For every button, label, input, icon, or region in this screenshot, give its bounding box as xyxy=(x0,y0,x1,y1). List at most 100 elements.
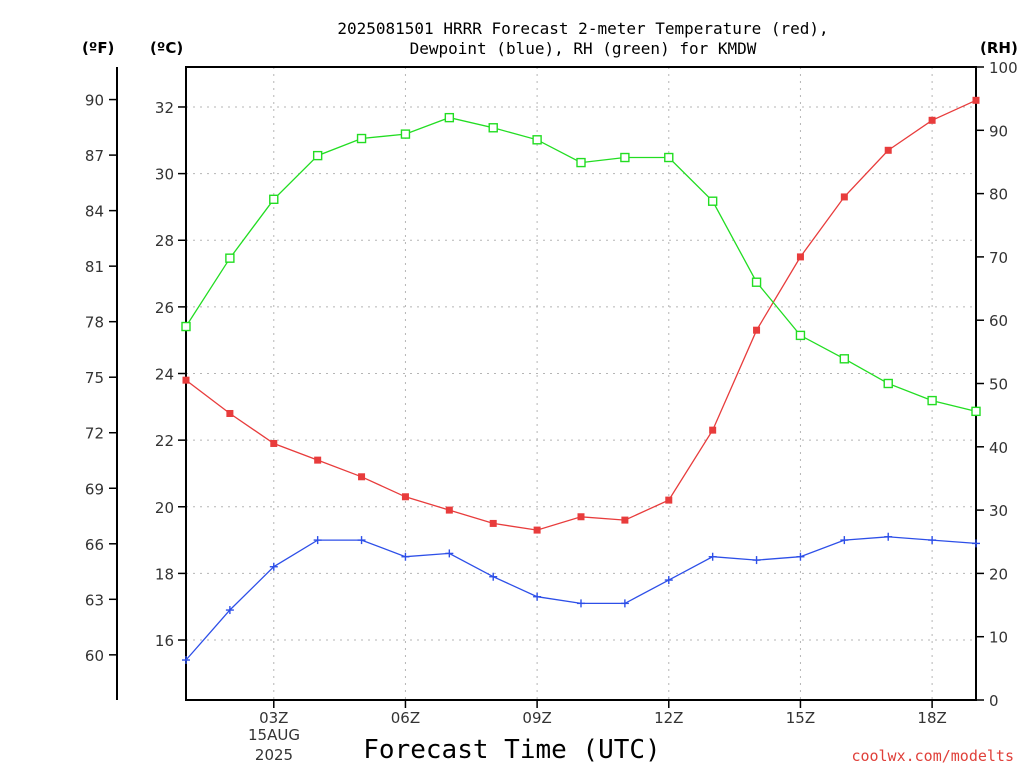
rh-point xyxy=(312,150,323,161)
celsius-axis: 16 18 20 22 24 26 28 30 32 xyxy=(155,99,186,650)
fahrenheit-tick-label: 87 xyxy=(85,147,104,165)
rh-series xyxy=(181,112,981,417)
celsius-tick-label: 16 xyxy=(155,632,174,650)
celsius-tick-label: 32 xyxy=(155,99,174,117)
temperature-point xyxy=(665,496,673,504)
rh-axis: 0 10 20 30 40 50 60 70 80 90 100 xyxy=(976,59,1018,710)
dewpoint-point xyxy=(664,576,673,585)
chart-title-line-2: Dewpoint (blue), RH (green) for KMDW xyxy=(410,39,757,58)
dewpoint-point xyxy=(884,532,893,541)
x-tick-label: 09Z xyxy=(522,709,551,727)
temperature-point xyxy=(314,456,322,464)
x-axis-label: Forecast Time (UTC) xyxy=(363,735,660,765)
rh-tick-label: 50 xyxy=(989,376,1008,394)
fahrenheit-tick-label: 78 xyxy=(85,314,104,332)
dewpoint-point xyxy=(225,606,234,615)
celsius-tick-label: 26 xyxy=(155,299,174,317)
fahrenheit-unit-label: (ºF) xyxy=(82,39,114,57)
rh-tick-label: 80 xyxy=(989,186,1008,204)
celsius-unit-label: (ºC) xyxy=(150,39,183,57)
fahrenheit-tick-label: 84 xyxy=(85,203,104,221)
temperature-point xyxy=(840,193,848,201)
fahrenheit-tick-label: 60 xyxy=(85,647,104,665)
rh-point xyxy=(488,123,498,133)
temperature-point xyxy=(445,506,453,514)
x-date-year: 2025 xyxy=(255,746,293,764)
temperature-point xyxy=(972,96,980,104)
dewpoint-point xyxy=(489,572,498,581)
fahrenheit-tick-label: 63 xyxy=(85,591,104,609)
celsius-tick-label: 20 xyxy=(155,499,174,517)
dewpoint-point xyxy=(313,536,322,545)
x-axis: 03Z 06Z 09Z 12Z 15Z 18Z xyxy=(259,700,947,727)
rh-point xyxy=(971,406,981,417)
rh-unit-label: (RH) xyxy=(980,39,1018,57)
x-tick-label: 15Z xyxy=(786,709,815,727)
temperature-point xyxy=(489,519,497,527)
dewpoint-point xyxy=(708,552,717,561)
rh-tick-label: 30 xyxy=(989,502,1008,520)
temperature-point xyxy=(270,439,278,447)
dewpoint-point xyxy=(533,592,542,601)
rh-point xyxy=(664,152,674,163)
dewpoint-series xyxy=(182,532,980,665)
temperature-point xyxy=(709,426,717,434)
temperature-point xyxy=(577,513,585,521)
rh-point xyxy=(883,378,893,389)
dewpoint-point xyxy=(928,536,937,545)
plot-frame xyxy=(116,66,977,701)
fahrenheit-tick-label: 81 xyxy=(85,258,104,276)
x-tick-label: 03Z xyxy=(259,709,288,727)
temperature-point xyxy=(796,253,804,261)
series-layer xyxy=(181,96,981,665)
dewpoint-point xyxy=(182,656,190,665)
rh-point xyxy=(620,152,630,163)
rh-point xyxy=(576,157,586,168)
rh-point xyxy=(400,129,411,139)
fahrenheit-axis: 60 63 66 69 72 75 78 81 84 87 90 xyxy=(85,92,117,665)
grid xyxy=(186,67,976,700)
dewpoint-point xyxy=(269,562,278,571)
celsius-tick-label: 18 xyxy=(155,565,174,583)
temperature-point xyxy=(182,376,190,384)
rh-point xyxy=(839,354,850,364)
dewpoint-point xyxy=(796,552,805,561)
rh-point xyxy=(225,253,235,263)
dewpoint-point xyxy=(357,536,366,545)
rh-point xyxy=(532,135,542,145)
rh-point xyxy=(751,277,762,287)
rh-point xyxy=(927,395,937,406)
chart-title: 2025081501 HRRR Forecast 2-meter Tempera… xyxy=(337,19,828,58)
dewpoint-point xyxy=(972,539,980,548)
celsius-tick-label: 24 xyxy=(155,366,174,384)
celsius-tick-label: 28 xyxy=(155,232,174,250)
temperature-point xyxy=(533,526,541,534)
rh-tick-label: 10 xyxy=(989,629,1008,647)
rh-tick-label: 20 xyxy=(989,565,1008,583)
dewpoint-point xyxy=(840,536,849,545)
rh-tick-label: 60 xyxy=(989,312,1008,330)
celsius-tick-label: 30 xyxy=(155,166,174,184)
rh-tick-label: 0 xyxy=(989,692,999,710)
rh-point xyxy=(795,330,806,341)
temperature-point xyxy=(928,116,936,124)
x-date-day: 15AUG xyxy=(248,726,300,744)
temperature-point xyxy=(621,516,629,524)
temperature-point xyxy=(401,493,409,501)
rh-point xyxy=(181,321,191,332)
x-tick-label: 06Z xyxy=(391,709,420,727)
dewpoint-point xyxy=(752,556,761,565)
fahrenheit-tick-label: 90 xyxy=(85,92,104,110)
rh-tick-label: 100 xyxy=(989,59,1018,77)
temperature-point xyxy=(884,146,892,154)
fahrenheit-tick-label: 66 xyxy=(85,536,104,554)
rh-tick-label: 40 xyxy=(989,439,1008,457)
temperature-point xyxy=(753,326,761,334)
rh-point xyxy=(444,112,455,123)
x-tick-label: 18Z xyxy=(917,709,946,727)
x-tick-label: 12Z xyxy=(654,709,683,727)
rh-point xyxy=(356,133,367,144)
celsius-tick-label: 22 xyxy=(155,432,174,450)
rh-point xyxy=(707,196,718,206)
